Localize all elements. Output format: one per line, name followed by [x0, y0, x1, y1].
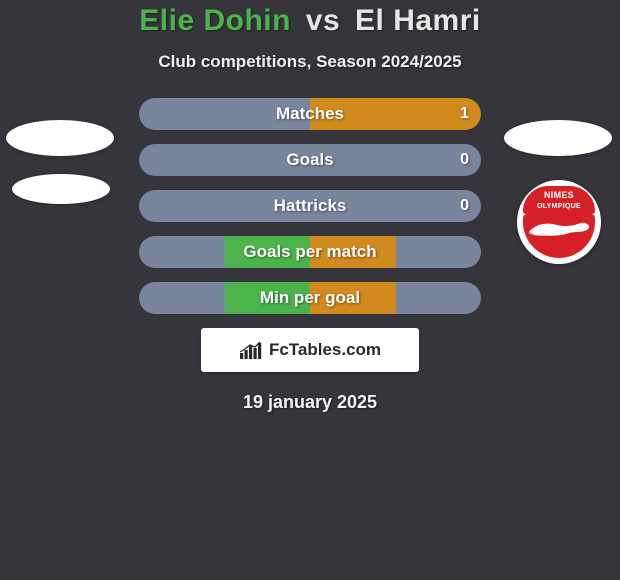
stat-label: Matches	[139, 98, 481, 130]
subtitle: Club competitions, Season 2024/2025	[0, 52, 620, 72]
stat-value-right: 0	[441, 144, 481, 176]
attribution-text: FcTables.com	[269, 340, 381, 360]
club-placeholder	[12, 174, 110, 204]
title-vs: vs	[300, 4, 346, 37]
club-badge-line2: OLYMPIQUE	[523, 201, 595, 213]
crocodile-icon	[527, 218, 591, 240]
stat-row: Min per goal	[139, 282, 481, 314]
page-title: Elie Dohin vs El Hamri	[0, 4, 620, 38]
player1-name: Elie Dohin	[139, 4, 291, 37]
stat-row: Hattricks0	[139, 190, 481, 222]
left-avatar-column	[6, 120, 116, 222]
stat-value-right: 0	[441, 190, 481, 222]
club-badge-nimes: NIMES OLYMPIQUE	[517, 180, 601, 264]
stat-label: Goals	[139, 144, 481, 176]
stat-row: Goals per match	[139, 236, 481, 268]
date-text: 19 january 2025	[0, 392, 620, 413]
player2-name: El Hamri	[355, 4, 481, 37]
stat-label: Hattricks	[139, 190, 481, 222]
comparison-card: Elie Dohin vs El Hamri Club competitions…	[0, 0, 620, 580]
stat-row: Matches1	[139, 98, 481, 130]
avatar-placeholder	[6, 120, 114, 156]
club-badge-top: NIMES OLYMPIQUE	[523, 186, 595, 214]
stat-bars: Matches1Goals0Hattricks0Goals per matchM…	[139, 98, 481, 314]
stat-value-right: 1	[441, 98, 481, 130]
stat-label: Goals per match	[139, 236, 481, 268]
right-avatar-column: NIMES OLYMPIQUE	[504, 120, 614, 264]
attribution-box: FcTables.com	[201, 328, 419, 372]
avatar-placeholder	[504, 120, 612, 156]
stat-label: Min per goal	[139, 282, 481, 314]
bar-chart-icon	[239, 340, 263, 360]
stat-row: Goals0	[139, 144, 481, 176]
club-badge-line1: NIMES	[523, 189, 595, 201]
